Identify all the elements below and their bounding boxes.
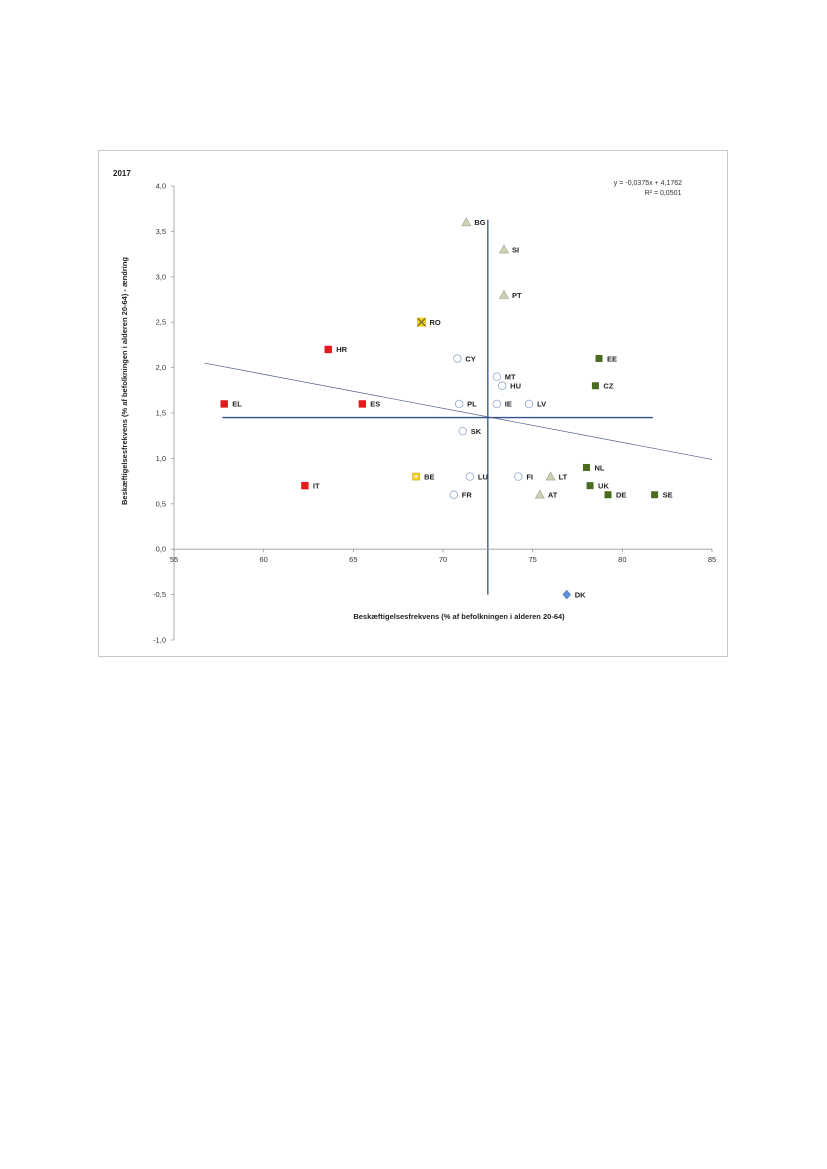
point-pt-label: PT [512, 291, 522, 300]
y-tick-label: 1,5 [156, 409, 166, 418]
point-nl-label: NL [594, 463, 604, 472]
y-tick-label: 0,0 [156, 545, 166, 554]
point-at-label: AT [548, 491, 558, 500]
point-be-marker-cross [414, 474, 419, 479]
x-axis-title: Beskæftigelsesfrekvens (% af befolkninge… [353, 612, 565, 621]
point-pl-marker [454, 399, 464, 409]
axes-layer: 4,0 3,5 3,0 2,5 2,0 1,5 1,0 0,5 0,0 -0,5 -1,0 55 60 6… [153, 182, 716, 645]
point-uk-label: UK [598, 481, 609, 490]
x-tick-label: 60 [259, 555, 267, 564]
x-tick-label: 85 [708, 555, 716, 564]
point-fi-marker [514, 472, 523, 481]
point-hr-marker [324, 345, 332, 354]
point-cy-label: CY [465, 354, 475, 363]
x-tick-label: 80 [618, 555, 626, 564]
y-tick-label: -0,5 [153, 590, 166, 599]
point-ro-label: RO [429, 318, 440, 327]
point-pl-label: PL [467, 400, 477, 409]
point-si-label: SI [512, 245, 519, 254]
y-tick-label: 1,0 [156, 454, 166, 463]
y-tick-label: 3,5 [156, 227, 166, 236]
point-it-label: IT [313, 481, 320, 490]
point-dk-marker [562, 589, 572, 600]
point-de-label: DE [616, 491, 626, 500]
point-el-marker [220, 400, 228, 408]
scatter-chart: 4,0 3,5 3,0 2,5 2,0 1,5 1,0 0,5 0,0 -0,5 -1,0 55 60 6… [113, 169, 716, 645]
point-cz-label: CZ [603, 382, 613, 391]
x-tick-label: 55 [170, 555, 178, 564]
lines-layer [204, 219, 713, 595]
point-hr-label: HR [336, 345, 347, 354]
point-fi-label: FI [526, 472, 533, 481]
point-bg-label: BG [474, 218, 485, 227]
point-sk-label: SK [471, 427, 482, 436]
point-mt-label: MT [505, 372, 516, 381]
point-bg-marker [461, 217, 472, 227]
point-si-marker [498, 244, 509, 254]
x-tick-label: 65 [349, 555, 357, 564]
point-lu-marker [465, 472, 475, 481]
point-lv-label: LV [537, 400, 546, 409]
y-tick-label: 2,5 [156, 318, 166, 327]
regression-equation: y = -0,0375x + 4,1762 [614, 180, 682, 187]
point-lt-marker [545, 471, 556, 481]
point-lv-marker [524, 399, 534, 409]
point-fr-marker [449, 490, 458, 499]
regression-r2: R² = 0,0501 [645, 190, 682, 197]
point-es-marker [358, 400, 366, 408]
x-tick-label: 75 [528, 555, 536, 564]
y-tick-label: -1,0 [153, 636, 166, 645]
chart-title: 2017 [113, 169, 131, 178]
point-de-marker [604, 491, 612, 499]
point-lu-label: LU [478, 472, 488, 481]
point-ie-label: IE [505, 400, 512, 409]
x-tick-label: 70 [439, 555, 447, 564]
y-axis-title: Beskæftigelsesfrekvens (% af befolkninge… [120, 257, 129, 505]
point-ee-marker [595, 355, 603, 363]
point-sk-marker [458, 426, 467, 436]
point-hu-marker [497, 381, 507, 390]
y-tick-label: 0,5 [156, 499, 166, 508]
point-se-label: SE [663, 491, 673, 500]
point-lt-label: LT [559, 472, 568, 481]
point-it-marker [301, 481, 309, 490]
y-tick-label: 4,0 [156, 182, 166, 191]
point-mt-marker [492, 372, 501, 381]
point-dk-label: DK [575, 590, 586, 599]
point-pt-marker [498, 289, 509, 299]
point-es-label: ES [370, 400, 380, 409]
point-ro-marker-x [417, 317, 426, 327]
y-tick-label: 2,0 [156, 363, 166, 372]
regression-trendline [204, 362, 713, 460]
point-cy-marker [453, 354, 462, 363]
point-at-marker [534, 489, 545, 499]
point-ie-marker [492, 399, 501, 409]
point-uk-marker [586, 482, 594, 490]
point-se-marker [651, 491, 659, 499]
point-nl-marker [582, 463, 590, 471]
point-el-label: EL [232, 400, 242, 409]
point-hu-label: HU [510, 382, 521, 391]
point-be-label: BE [424, 472, 434, 481]
y-tick-label: 3,0 [156, 272, 166, 281]
text-layer: 2017 y = -0,0375x + 4,1762 R² = 0,0501 B… [113, 169, 682, 621]
point-ee-label: EE [607, 354, 617, 363]
point-fr-label: FR [462, 491, 473, 500]
point-cz-marker [591, 382, 599, 390]
chart-frame: 4,0 3,5 3,0 2,5 2,0 1,5 1,0 0,5 0,0 -0,5 -1,0 55 60 6… [98, 150, 728, 657]
